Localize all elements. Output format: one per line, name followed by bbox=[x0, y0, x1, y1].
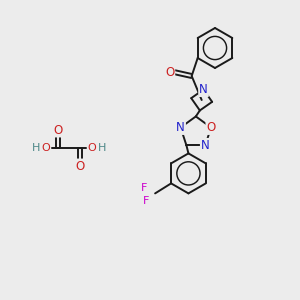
Text: O: O bbox=[206, 121, 216, 134]
Text: F: F bbox=[143, 196, 149, 206]
Text: H: H bbox=[32, 143, 40, 153]
Text: O: O bbox=[42, 143, 50, 153]
Text: F: F bbox=[144, 196, 150, 206]
Text: O: O bbox=[88, 143, 96, 153]
Text: F: F bbox=[141, 183, 147, 194]
Text: H: H bbox=[98, 143, 106, 153]
Text: O: O bbox=[165, 65, 174, 79]
Text: N: N bbox=[201, 139, 210, 152]
Text: N: N bbox=[176, 121, 185, 134]
Text: N: N bbox=[199, 83, 208, 96]
Text: O: O bbox=[75, 160, 85, 172]
Text: O: O bbox=[53, 124, 63, 136]
